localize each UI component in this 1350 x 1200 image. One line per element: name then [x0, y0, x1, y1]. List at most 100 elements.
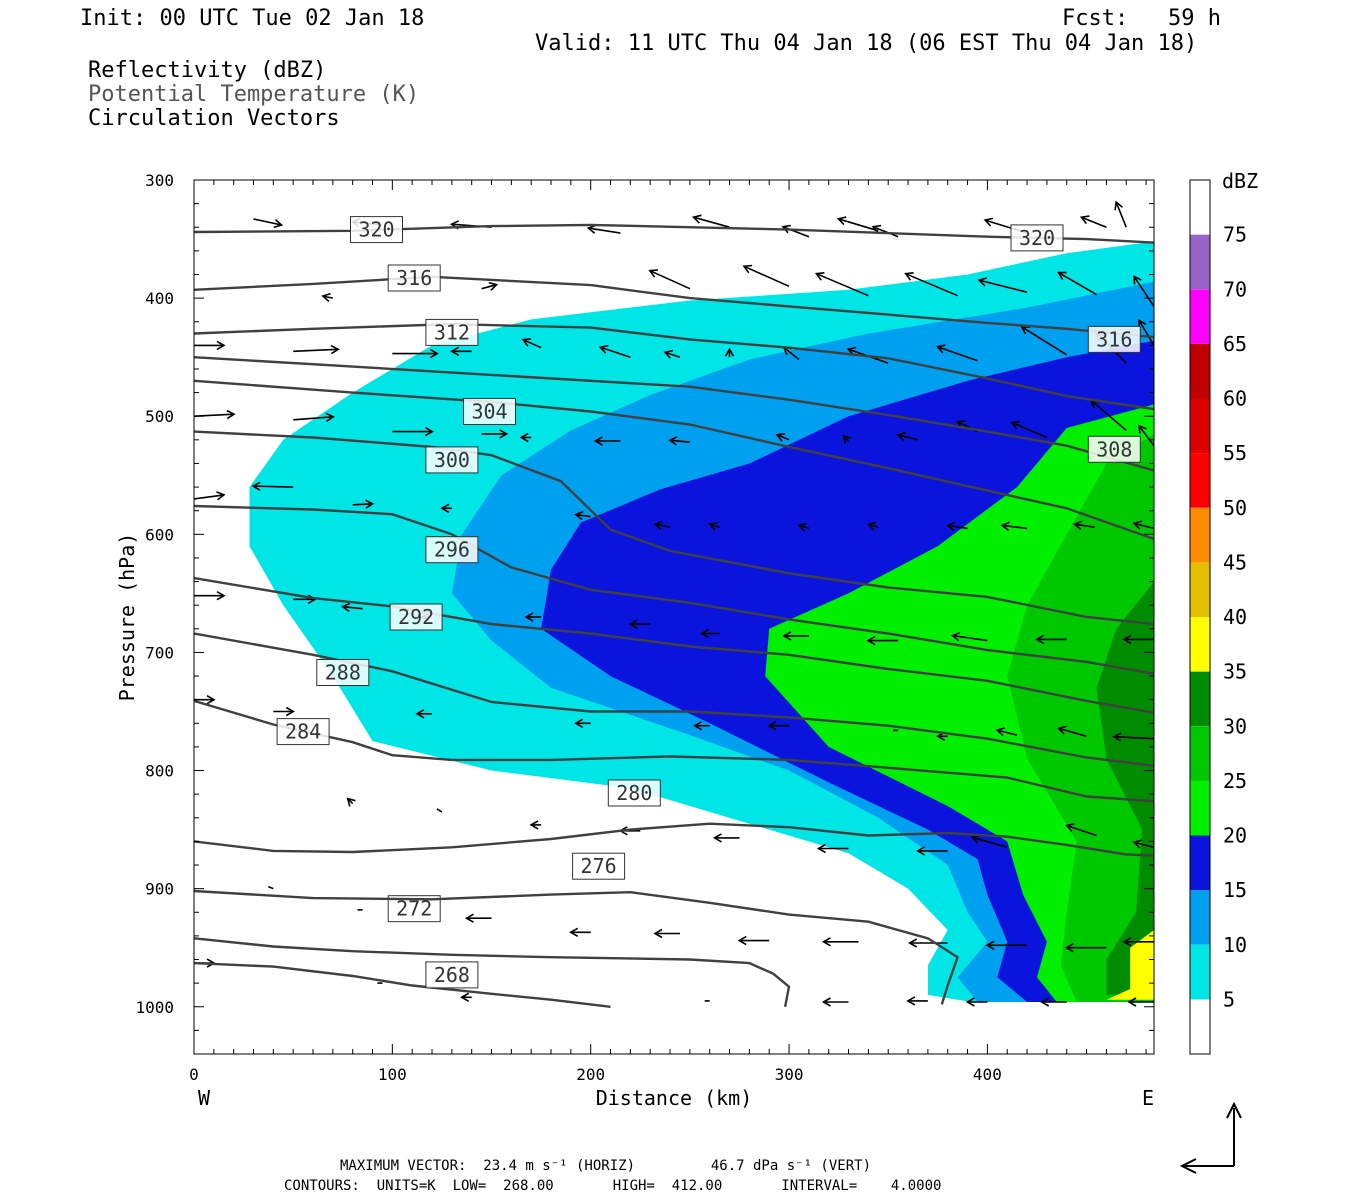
vector-arrow	[663, 349, 681, 359]
vector-arrow	[436, 808, 443, 813]
vector-arrow	[460, 992, 472, 1002]
vector-arrow	[896, 431, 919, 441]
contour-label: 276	[581, 854, 617, 878]
colorbar-label: 70	[1223, 277, 1247, 301]
colorbar-label: 25	[1223, 769, 1247, 793]
vector-arrow	[814, 272, 869, 297]
vector-arrow	[321, 292, 333, 303]
y-tick-label: 300	[145, 171, 174, 190]
vector-arrow	[1064, 943, 1107, 953]
reflectivity-dbz25	[1007, 433, 1154, 1002]
colorbar-swatch	[1190, 289, 1210, 344]
contour-label: 304	[471, 400, 507, 424]
contour-label: 292	[398, 605, 434, 629]
colorbar-label: 75	[1223, 223, 1247, 247]
colorbar-swatch	[1190, 617, 1210, 672]
x-tick-label: 100	[378, 1065, 407, 1084]
contour-label: 308	[1096, 437, 1132, 461]
vector-arrow	[524, 612, 542, 622]
vector-arrow	[866, 521, 879, 531]
colorbar-swatch	[1190, 726, 1210, 781]
vector-arrow	[708, 521, 720, 531]
vector-arrow	[253, 218, 284, 229]
vector-arrow	[273, 706, 295, 717]
contour-label-box	[276, 718, 330, 746]
theta-contour-300	[194, 430, 1154, 626]
theta-contour-268	[194, 961, 611, 1008]
colorbar-swatch	[1190, 562, 1210, 617]
vector-arrow	[481, 429, 509, 439]
y-tick-label: 500	[145, 407, 174, 426]
contour-label: 296	[434, 538, 470, 562]
contour-label: 320	[358, 218, 394, 242]
vector-arrow	[821, 997, 849, 1007]
field-title-theta: Potential Temperature (K)	[88, 82, 420, 107]
reference-vector-icon	[1179, 1101, 1242, 1174]
colorbar-label: 35	[1223, 660, 1247, 684]
vector-arrow	[712, 833, 740, 843]
vector-arrow	[586, 224, 621, 234]
vector-arrow	[352, 499, 375, 509]
contour-label-box	[389, 603, 443, 631]
vector-arrow	[1133, 275, 1154, 307]
west-label: W	[198, 1086, 211, 1110]
vector-arrow	[450, 346, 472, 356]
y-tick-label: 900	[145, 880, 174, 899]
y-axis-label: Pressure (hPa)	[115, 533, 139, 702]
colorbar-label: 30	[1223, 714, 1247, 738]
colorbar-label: 20	[1223, 824, 1247, 848]
theta-contour-276	[194, 889, 960, 1005]
vector-arrow	[908, 938, 948, 948]
vector-arrow	[293, 344, 340, 355]
vector-arrow	[653, 520, 671, 531]
theta-contours: 2682722762802842882922963003043083123163…	[194, 216, 1154, 1008]
vector-arrow	[995, 727, 1018, 737]
vector-arrow	[836, 216, 879, 232]
vector-arrow	[821, 937, 859, 947]
contour-label-box	[350, 216, 403, 244]
vector-arrow	[251, 481, 294, 491]
vector-arrow	[628, 619, 651, 629]
theta-contour-304	[194, 379, 1154, 541]
contour-label-box	[1087, 325, 1141, 353]
vector-arrow	[268, 885, 274, 890]
vector-arrow	[797, 522, 810, 532]
max-vector-note: MAXIMUM VECTOR: 23.4 m s⁻¹ (HORIZ) 46.7 …	[340, 1158, 872, 1174]
colorbar-swatch	[1190, 398, 1210, 454]
colorbar-swatch	[1190, 890, 1210, 945]
vector-arrow	[346, 797, 356, 807]
vector-arrow	[194, 491, 226, 501]
vector-arrow	[519, 432, 532, 443]
colorbar-label: 10	[1223, 933, 1247, 957]
vector-arrow	[935, 344, 978, 362]
vector-arrow	[593, 436, 621, 446]
theta-contour-284	[194, 699, 1154, 803]
contour-label-box	[425, 446, 479, 474]
colorbar-label: 55	[1223, 441, 1247, 465]
vector-arrow	[691, 214, 730, 228]
x-tick-label: 0	[189, 1065, 199, 1084]
vector-arrow	[904, 272, 958, 297]
vector-arrow	[1035, 634, 1067, 645]
theta-contour-292	[194, 576, 1154, 714]
vector-arrow	[1000, 521, 1028, 531]
contour-label: 312	[434, 320, 470, 344]
vector-arrow	[871, 224, 899, 238]
vector-arrow	[737, 935, 770, 946]
field-title-vectors: Circulation Vectors	[88, 106, 340, 131]
theta-contour-312	[194, 322, 1154, 411]
colorbar-swatch	[1190, 780, 1210, 836]
colorbar-swatch	[1190, 944, 1210, 1000]
colorbar-label: 50	[1223, 496, 1247, 520]
vector-arrow	[415, 709, 432, 719]
colorbar-label: 5	[1223, 987, 1235, 1011]
vector-arrow	[392, 426, 434, 437]
vector-arrow	[574, 510, 591, 521]
vector-arrow	[775, 433, 790, 442]
vector-arrow	[1040, 997, 1067, 1007]
x-tick-label: 200	[576, 1065, 605, 1084]
theta-contour-296	[194, 504, 1154, 675]
vector-arrow	[699, 628, 720, 639]
vector-arrow	[574, 718, 591, 728]
contour-label-box	[572, 852, 626, 880]
